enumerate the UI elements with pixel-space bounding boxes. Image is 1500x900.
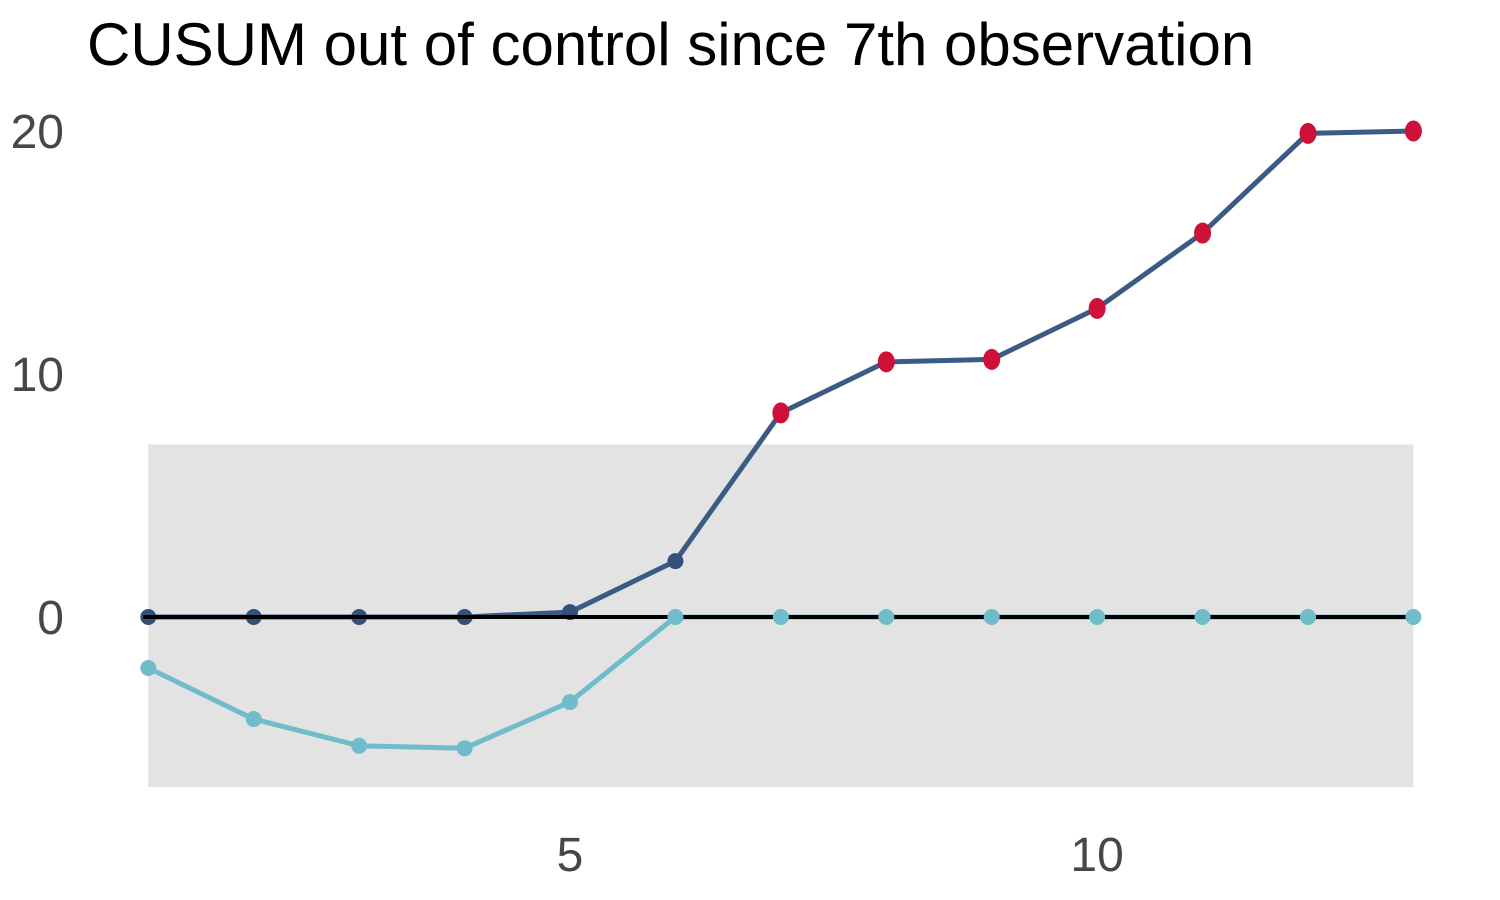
- out-of-control-point: [1404, 120, 1422, 142]
- lower-cusum-point: [983, 609, 1000, 625]
- out-of-control-point: [1194, 222, 1212, 244]
- lower-cusum-point: [1194, 609, 1211, 625]
- y-tick-label: 0: [37, 592, 64, 645]
- out-of-control-point: [983, 348, 1001, 370]
- y-tick-label: 10: [11, 349, 64, 402]
- lower-cusum-point: [140, 660, 157, 677]
- out-of-control-point: [1088, 297, 1106, 319]
- x-tick-label: 5: [557, 829, 584, 882]
- lower-cusum-point: [456, 740, 473, 757]
- out-of-control-point: [1299, 122, 1317, 144]
- lower-cusum-point: [1405, 609, 1422, 625]
- upper-cusum-point: [667, 553, 684, 570]
- lower-cusum-point: [1089, 609, 1106, 625]
- lower-cusum-point: [245, 711, 262, 728]
- lower-cusum-point: [878, 609, 895, 625]
- out-of-control-point: [877, 351, 895, 373]
- lower-cusum-point: [562, 694, 578, 711]
- chart-title: CUSUM out of control since 7th observati…: [87, 11, 1255, 78]
- lower-cusum-point: [772, 609, 789, 625]
- y-tick-label: 20: [11, 106, 64, 159]
- out-of-control-point: [772, 402, 790, 424]
- lower-cusum-point: [351, 737, 368, 754]
- lower-cusum-point: [1299, 609, 1316, 625]
- x-tick-label: 10: [1070, 829, 1123, 882]
- lower-cusum-point: [667, 609, 684, 625]
